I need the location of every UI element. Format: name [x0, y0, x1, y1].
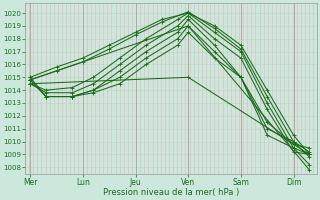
- X-axis label: Pression niveau de la mer( hPa ): Pression niveau de la mer( hPa ): [103, 188, 239, 197]
